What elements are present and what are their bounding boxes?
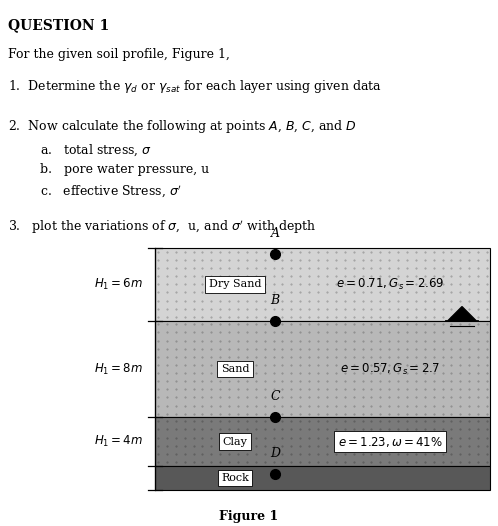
Text: Dry Sand: Dry Sand bbox=[209, 279, 261, 289]
Text: Figure 1: Figure 1 bbox=[220, 510, 278, 523]
Text: A: A bbox=[270, 227, 279, 240]
Text: C: C bbox=[270, 390, 280, 403]
Text: c.   effective Stress, $\sigma'$: c. effective Stress, $\sigma'$ bbox=[40, 183, 182, 199]
Bar bbox=[155, 418, 490, 466]
Text: 2.  Now calculate the following at points $A$, $B$, $C$, and $D$: 2. Now calculate the following at points… bbox=[8, 118, 357, 135]
Text: $e = 1.23, \omega = 41\%$: $e = 1.23, \omega = 41\%$ bbox=[338, 434, 442, 449]
Text: 1.  Determine the $\gamma_d$ or $\gamma_{sat}$ for each layer using given data: 1. Determine the $\gamma_d$ or $\gamma_{… bbox=[8, 78, 381, 95]
Text: QUESTION 1: QUESTION 1 bbox=[8, 18, 109, 32]
Text: $H_1 = 6m$: $H_1 = 6m$ bbox=[94, 277, 143, 292]
Text: For the given soil profile, Figure 1,: For the given soil profile, Figure 1, bbox=[8, 48, 230, 61]
Text: Sand: Sand bbox=[221, 364, 249, 374]
Text: $H_1 = 8m$: $H_1 = 8m$ bbox=[94, 361, 143, 377]
Text: a.   total stress, $\sigma$: a. total stress, $\sigma$ bbox=[40, 143, 152, 158]
Text: 3.   plot the variations of $\sigma$,  u, and $\sigma'$ with depth: 3. plot the variations of $\sigma$, u, a… bbox=[8, 218, 316, 236]
Text: b.   pore water pressure, u: b. pore water pressure, u bbox=[40, 163, 209, 176]
Text: B: B bbox=[270, 294, 279, 307]
Bar bbox=[155, 466, 490, 490]
Text: $H_1 = 4m$: $H_1 = 4m$ bbox=[94, 434, 143, 449]
Bar bbox=[155, 248, 490, 321]
Text: Rock: Rock bbox=[221, 473, 249, 483]
Bar bbox=[155, 321, 490, 418]
Text: $e = 0.71, G_s = 2.69$: $e = 0.71, G_s = 2.69$ bbox=[336, 277, 444, 292]
Polygon shape bbox=[448, 307, 476, 321]
Text: Clay: Clay bbox=[223, 437, 248, 447]
Text: $e = 0.57, G_s = 2.7$: $e = 0.57, G_s = 2.7$ bbox=[340, 361, 440, 377]
Text: D: D bbox=[270, 447, 280, 460]
